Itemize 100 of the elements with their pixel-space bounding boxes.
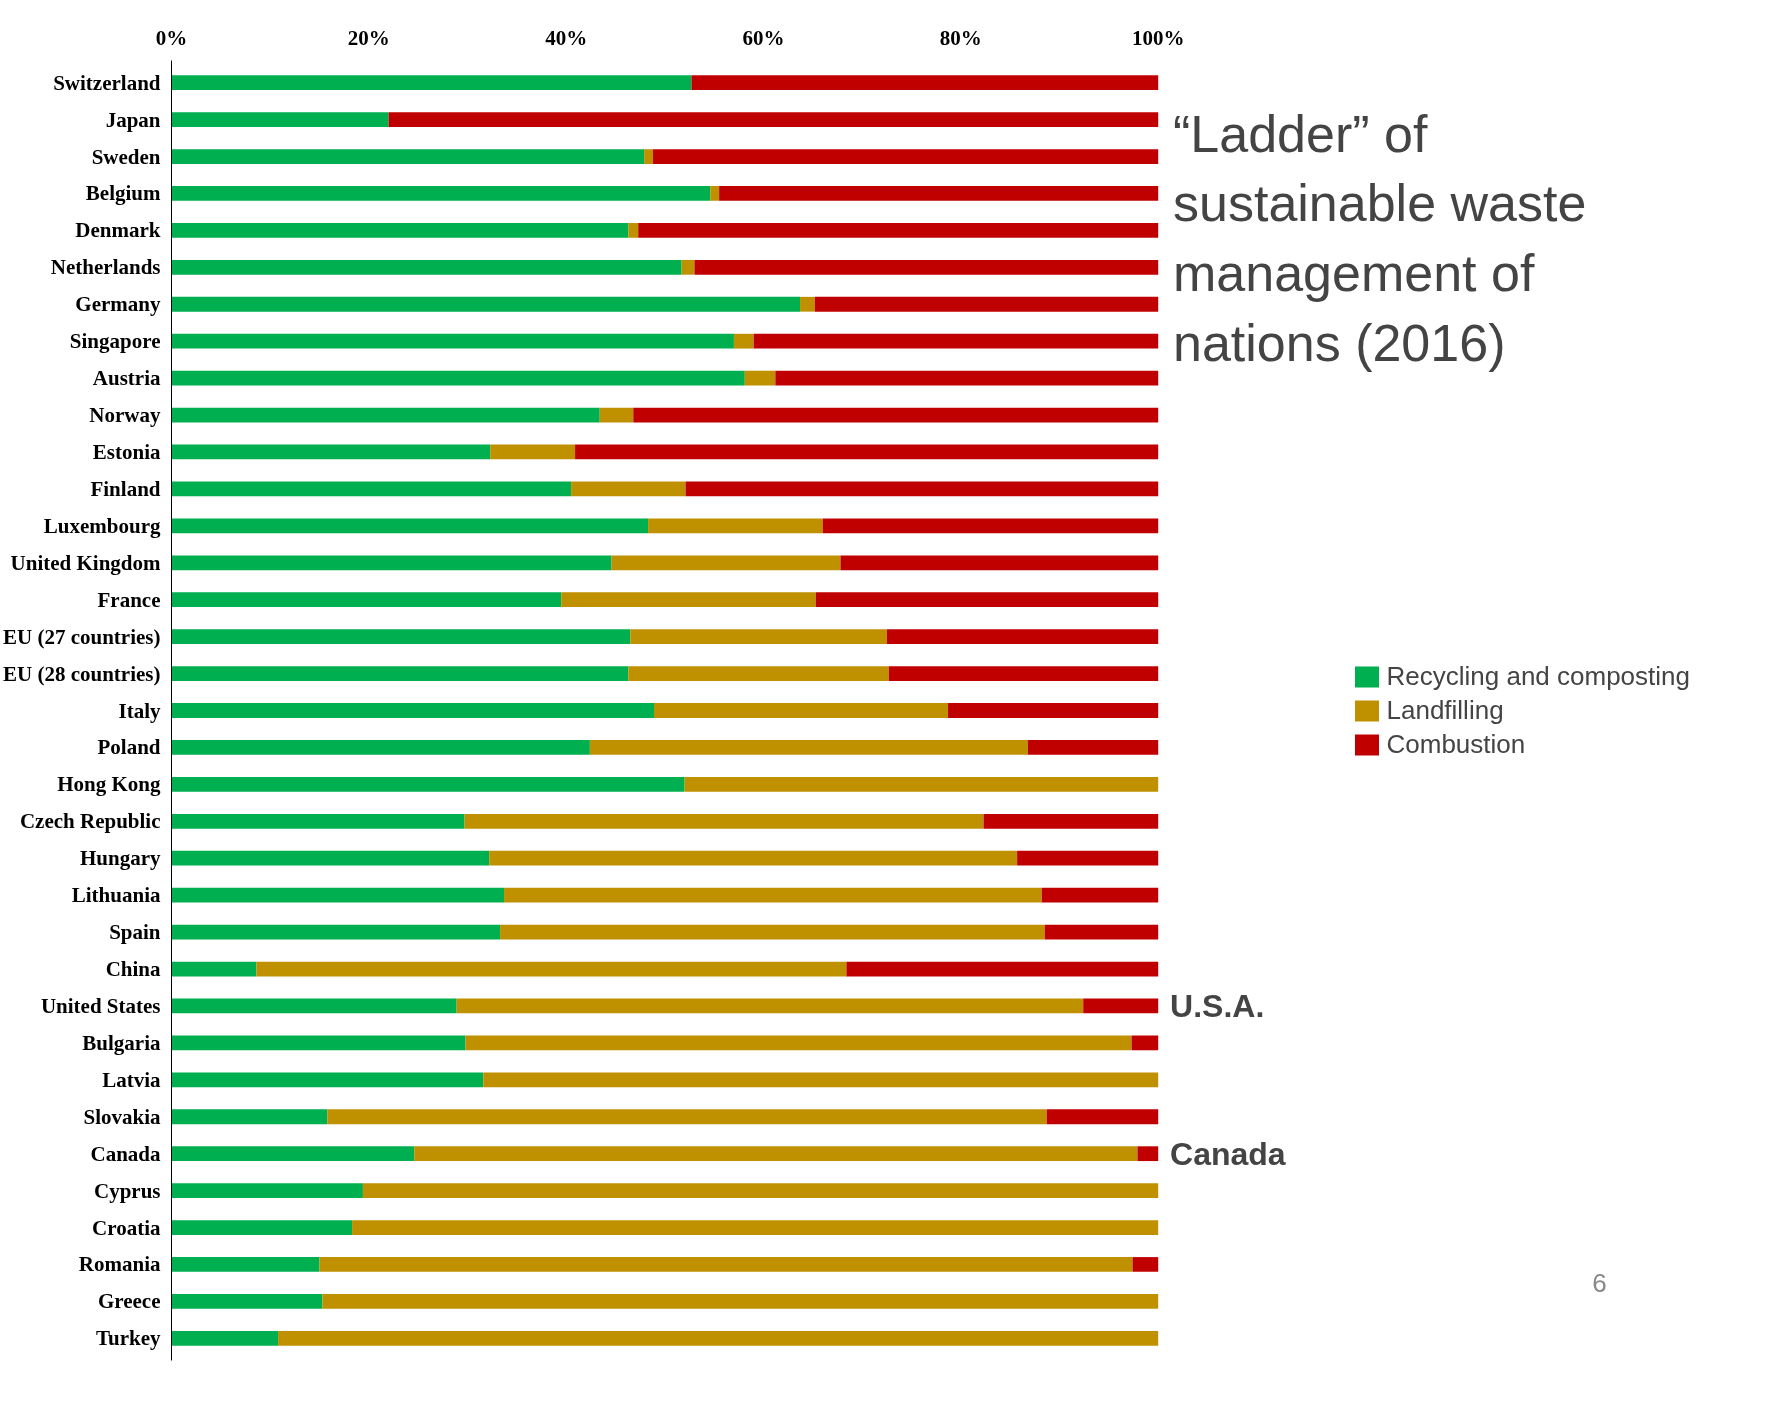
y-tick-label: Estonia <box>92 439 161 464</box>
x-tick-label: 80% <box>939 25 982 50</box>
bar <box>465 1035 1132 1051</box>
bar <box>1017 850 1159 866</box>
bar <box>171 961 257 977</box>
bar <box>561 592 816 608</box>
y-tick-label: Denmark <box>75 218 161 243</box>
bar <box>653 149 1159 164</box>
text: “Ladder” of sustainable waste management of nations (2016) <box>1173 104 1587 372</box>
bar <box>171 1257 320 1272</box>
y-tick-label: Hong Kong <box>57 772 161 797</box>
bar <box>1083 998 1159 1014</box>
bar <box>171 629 631 645</box>
bar <box>171 370 745 386</box>
x-tick-label: 60% <box>742 25 785 50</box>
bar <box>948 703 1159 718</box>
y-tick-label: Austria <box>92 366 161 391</box>
legend-label: Combustion <box>1386 728 1526 760</box>
bar <box>886 629 1159 645</box>
bar <box>256 961 847 977</box>
bar <box>694 259 1159 275</box>
y-tick-label: Latvia <box>102 1067 161 1092</box>
bar <box>171 1294 323 1309</box>
bar <box>388 112 1159 127</box>
bar <box>171 887 505 903</box>
bar <box>171 223 629 238</box>
y-tick-label: EU (27 countries) <box>3 624 161 649</box>
bar <box>319 1257 1133 1272</box>
bar <box>327 1109 1047 1125</box>
bar <box>171 481 572 497</box>
y-tick-label: Canada <box>90 1141 161 1166</box>
text: 6 <box>1592 1267 1607 1298</box>
bar <box>414 1146 1138 1162</box>
bar <box>1131 1035 1159 1051</box>
y-tick-label: Spain <box>109 920 161 945</box>
bar <box>171 998 457 1014</box>
bar <box>171 149 645 164</box>
y-tick-label: Belgium <box>85 181 162 206</box>
bar <box>464 813 984 829</box>
bar <box>733 333 754 349</box>
y-tick-label: Italy <box>118 698 161 723</box>
annotation: Canada <box>1170 1135 1286 1172</box>
bar <box>1046 1109 1159 1125</box>
bar <box>171 407 600 423</box>
x-tick-label: 20% <box>347 25 390 50</box>
bar <box>171 296 801 312</box>
bar <box>1137 1146 1159 1162</box>
bar <box>775 370 1159 386</box>
bar <box>171 776 685 792</box>
bar <box>644 149 654 164</box>
bar <box>171 444 491 460</box>
y-tick-label: Poland <box>97 735 161 760</box>
bar <box>648 518 823 534</box>
bar <box>171 555 612 571</box>
bar <box>171 75 692 91</box>
y-tick-label: Lithuania <box>71 883 161 908</box>
bar <box>171 1220 353 1235</box>
bar <box>719 186 1159 201</box>
bar <box>171 703 654 718</box>
bar <box>171 1183 363 1198</box>
bar <box>490 444 576 460</box>
y-tick-label: Luxembourg <box>43 513 161 538</box>
y-tick-label: Singapore <box>69 329 161 354</box>
y-tick-label: China <box>105 957 161 982</box>
bar <box>685 481 1159 497</box>
bar <box>1044 924 1159 940</box>
y-tick-label: Finland <box>90 476 161 501</box>
x-tick-label: 100% <box>1131 25 1185 50</box>
y-tick-label: Croatia <box>92 1215 161 1240</box>
bar <box>278 1330 1159 1346</box>
y-tick-label: United States <box>40 993 161 1018</box>
bar <box>171 1035 466 1051</box>
bar <box>1041 887 1159 903</box>
x-tick-label: 40% <box>545 25 588 50</box>
y-tick-label: Greece <box>97 1289 161 1314</box>
y-tick-label: Turkey <box>95 1326 161 1351</box>
bar <box>888 666 1159 681</box>
bar <box>456 998 1084 1014</box>
y-tick-label: Cyprus <box>93 1178 161 1203</box>
bar <box>171 850 490 866</box>
bar <box>575 444 1159 460</box>
bar <box>489 850 1018 866</box>
bar <box>352 1220 1159 1235</box>
bar <box>171 1072 484 1088</box>
bar <box>846 961 1159 977</box>
bar <box>684 776 1159 792</box>
bar <box>171 518 649 534</box>
y-tick-label: United Kingdom <box>10 550 162 575</box>
bar <box>171 1109 328 1125</box>
bar <box>638 223 1159 238</box>
bar <box>800 296 815 312</box>
bar <box>500 924 1045 940</box>
y-tick-label: EU (28 countries) <box>3 661 161 686</box>
bar <box>171 666 629 681</box>
y-tick-label: France <box>97 587 161 612</box>
bar <box>710 186 720 201</box>
bar <box>633 407 1159 423</box>
bar <box>171 740 590 755</box>
bar <box>171 1146 415 1162</box>
y-tick-label: Switzerland <box>53 70 161 95</box>
